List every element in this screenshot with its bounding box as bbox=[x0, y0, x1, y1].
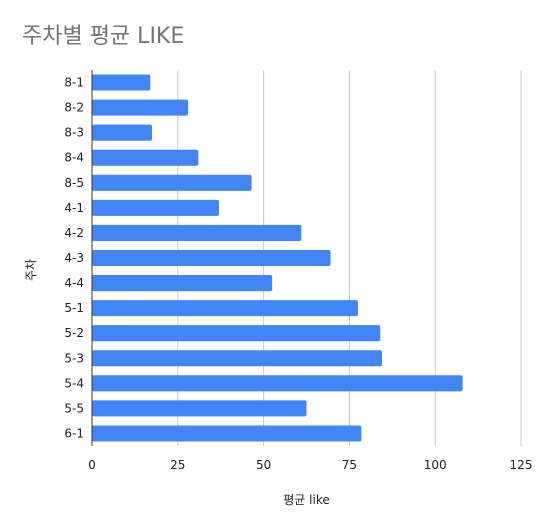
x-tick-labels: 0 25 50 75 100 125 bbox=[88, 458, 532, 472]
chart-title: 주차별 평균 LIKE bbox=[22, 24, 185, 49]
bar-8-2 bbox=[92, 99, 189, 116]
bar-5-2 bbox=[92, 325, 381, 342]
bar-5-3 bbox=[92, 350, 383, 367]
bars bbox=[92, 74, 463, 442]
bar-8-1 bbox=[92, 74, 151, 91]
y-tick-label: 4-4 bbox=[64, 276, 84, 290]
x-tick-label: 0 bbox=[88, 458, 96, 472]
y-tick-label: 8-4 bbox=[64, 151, 84, 165]
x-axis-title: 평균 like bbox=[283, 493, 329, 507]
bar-4-3 bbox=[92, 249, 331, 267]
x-tick-label: 125 bbox=[510, 458, 533, 472]
bar-4-1 bbox=[92, 199, 219, 216]
x-tick-label: 25 bbox=[170, 458, 185, 472]
bar-5-4 bbox=[92, 375, 463, 392]
y-tick-label: 5-5 bbox=[64, 401, 84, 415]
bar-8-5 bbox=[92, 174, 252, 191]
y-tick-labels: 8-1 8-2 8-3 8-4 8-5 4-1 4-2 4-3 4-4 5-1 5-2 5-3 5-4 5… bbox=[64, 76, 84, 441]
x-tick-label: 100 bbox=[424, 458, 447, 472]
y-tick-label: 4-1 bbox=[64, 201, 84, 215]
y-tick-label: 5-3 bbox=[64, 351, 84, 365]
x-tick-label: 75 bbox=[342, 458, 357, 472]
y-tick-label: 5-2 bbox=[64, 326, 84, 340]
y-tick-label: 5-4 bbox=[64, 376, 84, 390]
bar-6-1 bbox=[92, 425, 362, 442]
y-tick-label: 4-3 bbox=[64, 251, 84, 265]
y-tick-label: 6-1 bbox=[64, 426, 84, 440]
bar-5-1 bbox=[92, 300, 358, 317]
y-tick-label: 8-5 bbox=[64, 176, 84, 190]
bar-4-4 bbox=[92, 275, 273, 292]
y-axis-title: 주차 bbox=[24, 259, 38, 281]
bar-8-3 bbox=[92, 124, 153, 141]
bar-4-2 bbox=[92, 224, 302, 241]
y-tick-label: 8-2 bbox=[64, 101, 84, 115]
y-tick-label: 8-1 bbox=[64, 76, 84, 90]
y-tick-label: 8-3 bbox=[64, 126, 84, 140]
bar-8-4 bbox=[92, 149, 199, 166]
x-tick-label: 50 bbox=[256, 458, 271, 472]
bar-5-5 bbox=[92, 400, 307, 417]
y-tick-label: 5-1 bbox=[64, 301, 84, 315]
y-tick-label: 4-2 bbox=[64, 226, 84, 240]
